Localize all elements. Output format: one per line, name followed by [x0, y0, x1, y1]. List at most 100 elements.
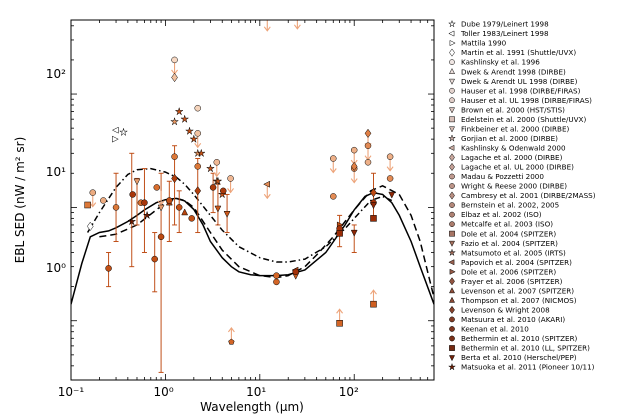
- legend-label: Metcalfe et al. 2003 (ISO): [461, 220, 553, 229]
- data-point: [180, 114, 190, 124]
- legend-marker: [449, 97, 455, 104]
- legend-label: Elbaz et al. 2002 (ISO): [461, 210, 542, 219]
- upper-limit-arrowhead: [263, 193, 271, 200]
- legend-label: Bethermin et al. 2010 (LL, SPITZER): [461, 344, 590, 353]
- data-point: [336, 230, 343, 237]
- legend-label: Levenson & Wright 2008: [461, 306, 550, 315]
- legend-marker: [448, 259, 455, 266]
- upper-limit-arrowhead: [350, 178, 358, 184]
- legend-marker: [449, 191, 455, 200]
- legend-label: Madau & Pozzetti 2000: [461, 172, 544, 181]
- data-point: [292, 268, 299, 276]
- legend-label: Keenan et al. 2010: [461, 325, 529, 334]
- legend-label: Edelstein et al. 2000 (Shuttle/UVX): [461, 115, 586, 124]
- legend-marker: [448, 240, 456, 247]
- legend-marker: [449, 59, 455, 65]
- legend-label: Levenson et al. 2007 (SPITZER): [461, 286, 574, 295]
- legend-marker: [449, 87, 455, 94]
- legend-marker: [449, 305, 455, 314]
- data-point: [151, 255, 158, 263]
- data-point: [171, 72, 178, 83]
- data-point: [84, 201, 91, 209]
- data-point: [227, 175, 234, 182]
- data-point: [141, 199, 148, 206]
- legend-marker: [449, 40, 456, 47]
- data-point: [350, 229, 358, 237]
- legend-marker: [447, 19, 457, 28]
- data-point: [273, 278, 280, 286]
- legend-marker: [448, 287, 456, 294]
- data-point: [205, 163, 216, 173]
- legend-marker: [449, 211, 455, 218]
- upper-limit-arrowhead: [213, 171, 221, 178]
- data-point: [105, 265, 112, 272]
- axis-ticks: [70, 20, 435, 381]
- x-axis-label: Wavelength (μm): [200, 400, 304, 414]
- legend-label: Dwek & Arendt 1998 (DIRBE): [461, 67, 566, 76]
- upper-limit-arrowhead: [263, 26, 271, 32]
- data-point: [209, 184, 217, 191]
- data-point: [194, 163, 201, 170]
- data-point: [181, 208, 189, 216]
- y-tick-label: 10¹: [46, 165, 66, 179]
- data-point: [86, 221, 94, 232]
- legend-label: Wright & Reese 2000 (DIRBE): [461, 182, 567, 191]
- data-point: [153, 184, 161, 191]
- legend-label: Matsumoto et al. 2005 (IRTS): [461, 248, 566, 257]
- legend-label: Brown et al. 2000 (HST/STIS): [461, 105, 565, 114]
- legend-marker: [449, 326, 455, 332]
- legend-label: Kashlinsky & Odenwald 2000: [461, 143, 566, 152]
- data-point: [370, 300, 377, 308]
- data-point: [89, 189, 97, 196]
- legend-marker: [449, 202, 455, 208]
- upper-limit-arrowhead: [227, 188, 235, 194]
- data-point: [220, 187, 227, 195]
- data-point: [171, 56, 178, 64]
- legend-marker: [449, 335, 455, 342]
- legend-marker: [448, 107, 456, 114]
- data-point: [213, 159, 221, 166]
- legend-marker: [448, 296, 456, 303]
- legend-marker: [449, 345, 455, 351]
- data-point: [364, 142, 372, 149]
- data-point: [194, 130, 201, 137]
- data-point: [336, 320, 343, 327]
- y-tick-label: 10²: [46, 67, 66, 81]
- data-point: [169, 116, 180, 126]
- legend-marker: [448, 30, 455, 37]
- data-point: [142, 210, 152, 220]
- legend-marker: [449, 230, 455, 237]
- data-point: [166, 197, 173, 204]
- legend-marker: [448, 67, 456, 74]
- data-point: [129, 191, 136, 198]
- legend-marker: [449, 116, 455, 123]
- legend-label: Berta et al. 2010 (Herschel/PEP): [461, 353, 577, 362]
- legend-label: Kashlinsky et al. 1996: [461, 58, 540, 67]
- legend-label: Matsuura et al. 2010 (AKARI): [461, 315, 565, 324]
- legend-label: Fazio et al. 2004 (SPITZER): [461, 239, 558, 248]
- lower-limit-arrowhead: [336, 308, 344, 314]
- legend-marker: [449, 268, 456, 275]
- plot-area: [71, 20, 434, 373]
- data-point: [157, 204, 165, 212]
- data-point: [330, 193, 337, 200]
- legend-label: Bethermin et al. 2010 (SPITZER): [461, 334, 578, 343]
- legend-marker: [449, 183, 455, 189]
- data-point: [388, 191, 396, 199]
- data-point: [171, 173, 178, 184]
- data-point: [111, 126, 119, 134]
- legend-label: Papovich et al. 2004 (SPITZER): [461, 258, 572, 267]
- data-point: [112, 135, 119, 143]
- data-point: [100, 197, 107, 204]
- data-point: [330, 155, 337, 162]
- legend-label: Thompson et al. 2007 (NICMOS): [460, 296, 577, 305]
- legend-marker: [447, 134, 457, 142]
- upper-limit-arrowhead: [194, 143, 202, 149]
- lower-limit-arrowhead: [370, 289, 377, 295]
- data-point: [370, 202, 377, 210]
- upper-limit-arrowhead: [329, 168, 337, 174]
- data-point: [370, 215, 377, 222]
